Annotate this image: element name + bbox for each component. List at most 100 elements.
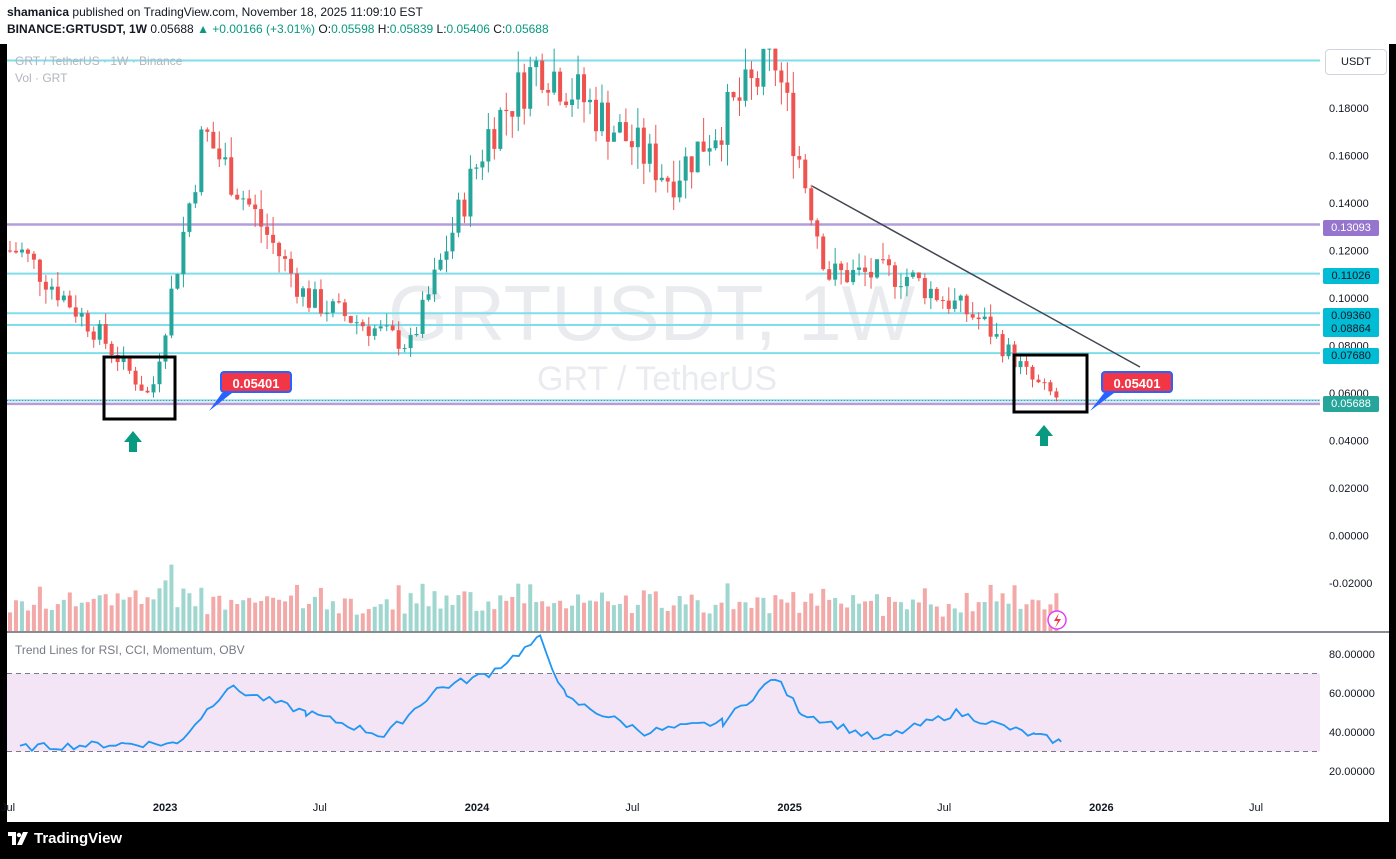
candle-body <box>1042 382 1047 384</box>
volume-bar <box>701 612 706 631</box>
candle-body <box>193 192 198 204</box>
high-value: 0.05839 <box>389 22 434 36</box>
currency-button[interactable]: USDT <box>1325 49 1387 75</box>
candle-body <box>360 322 365 327</box>
candle-body <box>1030 366 1035 380</box>
volume-legend[interactable]: Vol · GRT <box>15 71 68 85</box>
volume-bar <box>910 599 915 631</box>
watermark-name: GRT / TetherUS <box>537 360 777 398</box>
volume-bar <box>277 599 282 631</box>
volume-bar <box>731 609 736 631</box>
candle-body <box>683 156 688 181</box>
publisher-name[interactable]: shamanica <box>7 5 70 19</box>
rsi-tick-label: 80.00000 <box>1329 649 1375 661</box>
candle-body <box>312 289 317 308</box>
level-tag-07680: 0.07680 <box>1323 348 1379 364</box>
candle-body <box>55 286 60 301</box>
candle-body <box>779 70 784 83</box>
candle-body <box>318 289 323 314</box>
volume-bar <box>546 606 551 631</box>
volume-bar <box>217 595 222 631</box>
candle-body <box>259 209 264 227</box>
callout-low-2025[interactable]: 0.05401 <box>1101 371 1173 393</box>
candle-body <box>205 129 210 132</box>
candle-body <box>564 101 569 106</box>
volume-bar <box>265 596 270 631</box>
price-tick-label: 0.12000 <box>1329 246 1369 258</box>
callout-pointer-1 <box>209 393 232 411</box>
candle-body <box>599 102 604 132</box>
time-axis: Jul 2023 Jul 2024 Jul 2025 Jul 2026 Jul <box>1 802 1263 814</box>
candle-body <box>103 324 108 344</box>
price-tick-label: 0.16000 <box>1329 151 1369 163</box>
volume-bar <box>181 588 186 631</box>
level-tag-08864: 0.08864 <box>1323 321 1379 337</box>
volume-bar <box>480 610 485 631</box>
rsi-line <box>19 634 1062 753</box>
volume-bar <box>235 604 240 631</box>
callout-low-2023[interactable]: 0.05401 <box>220 371 292 393</box>
candle-body <box>725 91 730 145</box>
volume-bar <box>809 593 814 631</box>
volume-bar <box>109 605 114 631</box>
candle-body <box>25 249 30 254</box>
volume-bar <box>964 593 969 631</box>
candle-body <box>157 361 162 385</box>
volume-bar <box>994 601 999 631</box>
volume-bar <box>737 601 742 631</box>
published-text: published on TradingView.com, November 1… <box>72 5 423 19</box>
time-tick-label: Jul <box>625 802 639 814</box>
volume-bar <box>187 593 192 631</box>
volume-bar <box>139 603 144 631</box>
volume-bar <box>940 616 945 631</box>
tradingview-logo[interactable]: TradingView <box>8 830 122 847</box>
volume-bar <box>558 600 563 631</box>
main-legend[interactable]: GRT / TetherUS · 1W · Binance <box>15 54 183 68</box>
volume-bar <box>151 599 156 631</box>
candle-body <box>946 300 951 309</box>
volume-bar <box>516 583 521 631</box>
candle-body <box>211 131 216 149</box>
candle-body <box>450 232 455 252</box>
volume-bar <box>695 600 700 631</box>
volume-bar <box>103 594 108 631</box>
volume-bar <box>306 603 311 631</box>
candle-body <box>815 220 820 237</box>
volume-bar <box>570 605 575 631</box>
candle-body <box>438 259 443 270</box>
resistance-trendline <box>811 185 1141 368</box>
candle-body <box>869 271 874 278</box>
open-label: O: <box>318 22 332 36</box>
candle-body <box>277 242 282 257</box>
low-value: 0.05406 <box>446 22 490 36</box>
candle-body <box>845 270 850 283</box>
candle-body <box>175 274 180 289</box>
candle-body <box>898 286 903 288</box>
candle-body <box>289 258 294 274</box>
low-label: L: <box>436 22 447 36</box>
candle-body <box>378 326 383 329</box>
volume-bar <box>958 612 963 631</box>
volume-bar <box>492 609 497 631</box>
indicator-legend[interactable]: Trend Lines for RSI, CCI, Momentum, OBV <box>15 643 245 657</box>
volume-bar <box>653 591 658 631</box>
candle-body <box>988 316 993 337</box>
volume-bar <box>671 605 676 631</box>
volume-bar <box>528 584 533 631</box>
volume-bar <box>952 608 957 631</box>
candle-body <box>904 276 909 287</box>
volume-bar <box>205 614 210 631</box>
volume-bar <box>647 594 652 631</box>
candle-body <box>1018 361 1023 368</box>
candle-body <box>922 278 927 299</box>
volume-bar <box>31 604 36 631</box>
frame-edge-right <box>1389 44 1396 822</box>
volume-bar <box>163 580 168 631</box>
volume-bar <box>522 603 527 631</box>
candle-body <box>169 288 174 336</box>
up-arrow-icon-2023 <box>124 431 142 452</box>
candle-body <box>420 299 425 335</box>
candle-body <box>336 301 341 303</box>
rsi-band <box>7 673 1320 752</box>
